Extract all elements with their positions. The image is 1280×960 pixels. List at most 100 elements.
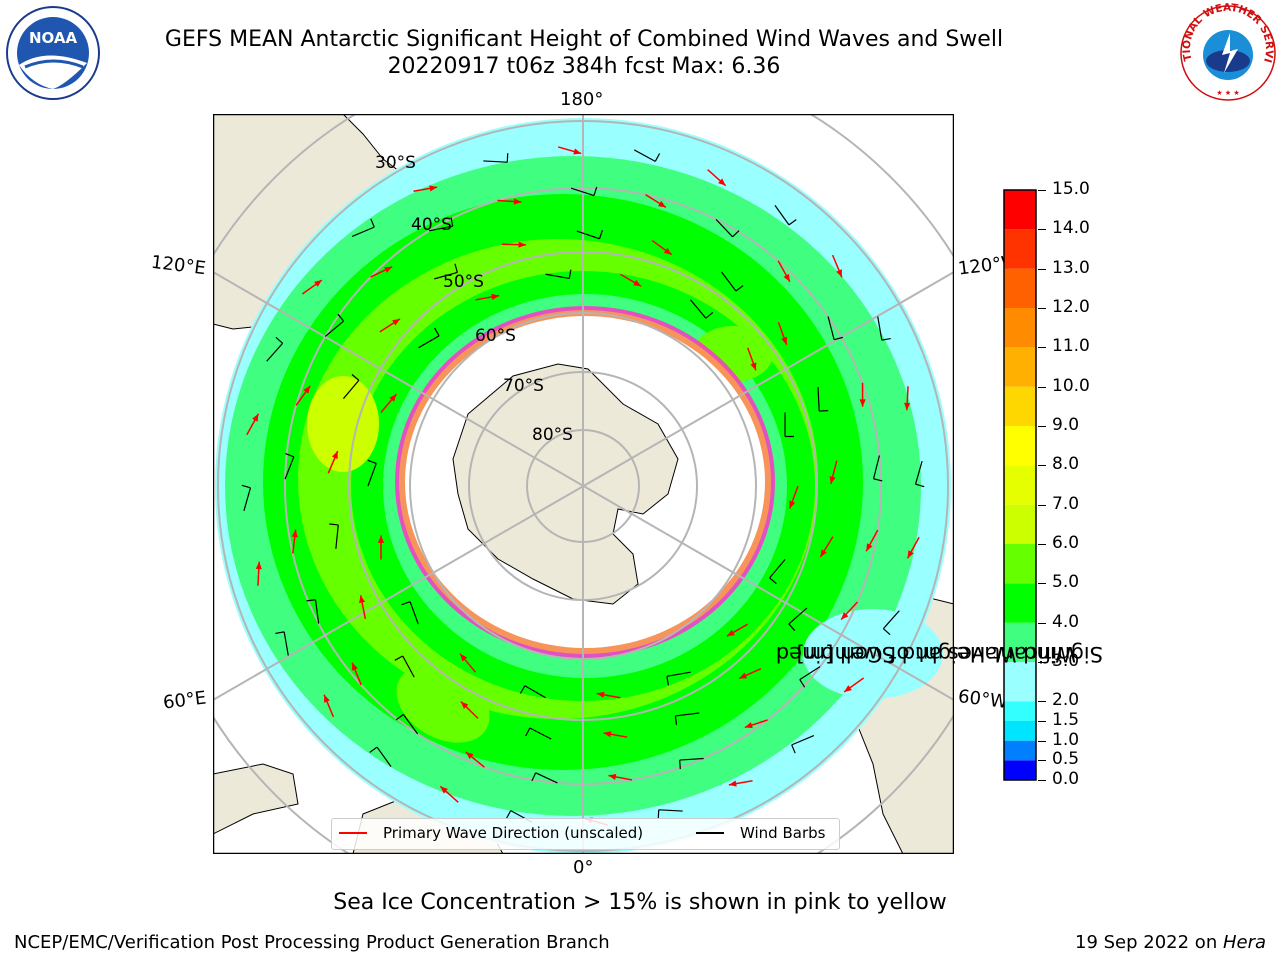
wave-arrow-head	[726, 629, 735, 637]
wave-arrow-head	[314, 280, 322, 287]
wind-barb-flag	[593, 186, 598, 196]
wind-barb	[715, 218, 733, 238]
wave-arrow-head	[844, 685, 852, 692]
wind-barb-flag	[881, 337, 891, 341]
colorbar-title-line2: Wind Waves and Swell [m]	[796, 642, 1076, 666]
wind-barb-flag	[788, 623, 796, 632]
wave-arrow-head	[377, 535, 385, 543]
legend-wind-label: Wind Barbs	[740, 824, 826, 842]
wave-arrow-head	[904, 402, 911, 411]
colorbar-segment	[1004, 347, 1036, 387]
colorbar-segment	[1004, 583, 1036, 623]
wind-barb-flag	[735, 285, 744, 292]
colorbar-tick-mark	[1038, 386, 1046, 388]
colorbar-tick-label: 5.0	[1052, 572, 1080, 593]
wind-barb-flag	[351, 374, 360, 381]
wind-barb-flag	[525, 727, 531, 737]
colorbar-segment	[1004, 229, 1036, 269]
colorbar-segment	[1004, 504, 1036, 544]
lon-label-180: 180°	[560, 89, 604, 110]
wind-barb	[666, 671, 691, 677]
wave-arrow-head	[303, 385, 311, 394]
wave-arrow-head	[518, 241, 526, 248]
colorbar-tick-label: 8.0	[1052, 454, 1080, 475]
colorbar-tick-label: 11.0	[1052, 336, 1090, 357]
wave-arrow-head	[608, 773, 617, 780]
colorbar-segment	[1004, 701, 1036, 721]
colorbar-tick-mark	[1038, 190, 1046, 191]
colorbar-tick-label: 0.0	[1052, 769, 1080, 789]
colorbar-border	[1003, 189, 1037, 781]
wind-barb	[774, 205, 790, 226]
chart-title: GEFS MEAN Antarctic Significant Height o…	[164, 27, 1004, 52]
wind-barb-flag	[519, 685, 526, 694]
wind-barb-flag	[454, 263, 458, 273]
colorbar-tick-label: 10.0	[1052, 375, 1090, 396]
wind-barb	[545, 273, 570, 280]
colorbar-tick-mark	[1038, 426, 1046, 427]
lon-label-60w: 60°W	[956, 686, 1009, 713]
wave-arrow-swatch	[339, 832, 367, 834]
wind-barb	[402, 714, 419, 735]
wind-barb	[535, 772, 558, 784]
wind-barb-flag	[395, 714, 404, 721]
colorbar-tick-mark	[1038, 760, 1046, 762]
wave-arrow-head	[859, 399, 866, 407]
colorbar-tick-mark	[1038, 347, 1046, 349]
wind-barb-flag	[882, 628, 891, 636]
wave-arrow-head	[744, 722, 753, 729]
footer-credit: NCEP/EMC/Verification Post Processing Pr…	[14, 932, 610, 953]
map-border	[213, 114, 954, 854]
colorbar-tick-mark	[1038, 465, 1046, 467]
wave-arrow-head	[359, 595, 366, 604]
wave-arrow-head	[429, 185, 438, 192]
colorbar-segment	[1004, 721, 1036, 741]
wind-barb	[690, 299, 707, 319]
wind-barb-flag	[598, 230, 603, 239]
wind-barb-flag	[275, 631, 285, 635]
wind-barb	[799, 666, 821, 681]
wind-barb	[877, 316, 883, 341]
colorbar-tick-label: 12.0	[1052, 297, 1090, 317]
wind-barb	[284, 456, 295, 480]
wind-barb	[314, 599, 320, 624]
wave-arrow-head	[750, 362, 757, 371]
colorbar-tick-label: 1.5	[1052, 710, 1080, 730]
wave-arrow-head	[781, 336, 788, 345]
colorbar-segment	[1004, 760, 1036, 780]
wind-barb-flag	[666, 676, 670, 686]
wind-barb-flag	[370, 218, 375, 228]
lat-label: 80°S	[532, 425, 573, 445]
colorbar-tick-label: 14.0	[1052, 218, 1090, 239]
wind-barb	[791, 735, 815, 746]
wave-arrow-head	[789, 500, 796, 509]
wave-arrow-head	[513, 198, 522, 205]
wind-barb	[827, 316, 835, 340]
wind-barb-flag	[285, 452, 295, 458]
colorbar-segment	[1004, 740, 1036, 761]
wave-arrow-head	[836, 269, 842, 278]
wind-barb	[335, 524, 339, 549]
colorbar-tick-label: 6.0	[1052, 533, 1080, 553]
nws-logo-icon: NATIONAL WEATHER SERVICE ★ ★ ★	[1178, 3, 1276, 101]
wind-barb-flag	[241, 484, 251, 489]
colorbar-tick-mark	[1038, 622, 1046, 624]
wind-barb-flag	[337, 313, 345, 322]
wind-barb	[283, 631, 289, 656]
lat-label: 50°S	[443, 272, 484, 292]
wind-barb-flag	[275, 336, 284, 344]
colorbar-tick-label: 2.0	[1052, 690, 1080, 711]
noaa-logo-text: NOAA	[29, 29, 78, 47]
colorbar-tick-mark	[1038, 229, 1046, 231]
wind-barb	[570, 187, 595, 197]
wind-barb-flag	[915, 483, 925, 488]
wind-barb-flag	[401, 601, 411, 606]
colorbar-tick-mark	[1038, 780, 1046, 781]
noaa-logo-icon: NOAA	[6, 6, 100, 100]
chart-subtitle: 20220917 t06z 384h fcst Max: 6.36	[387, 54, 781, 79]
wind-barb	[376, 746, 392, 767]
wave-arrow-head	[331, 451, 338, 460]
wind-barb-flag	[732, 230, 740, 238]
colorbar	[1003, 189, 1037, 781]
colorbar-tick-label: 1.0	[1052, 729, 1080, 750]
